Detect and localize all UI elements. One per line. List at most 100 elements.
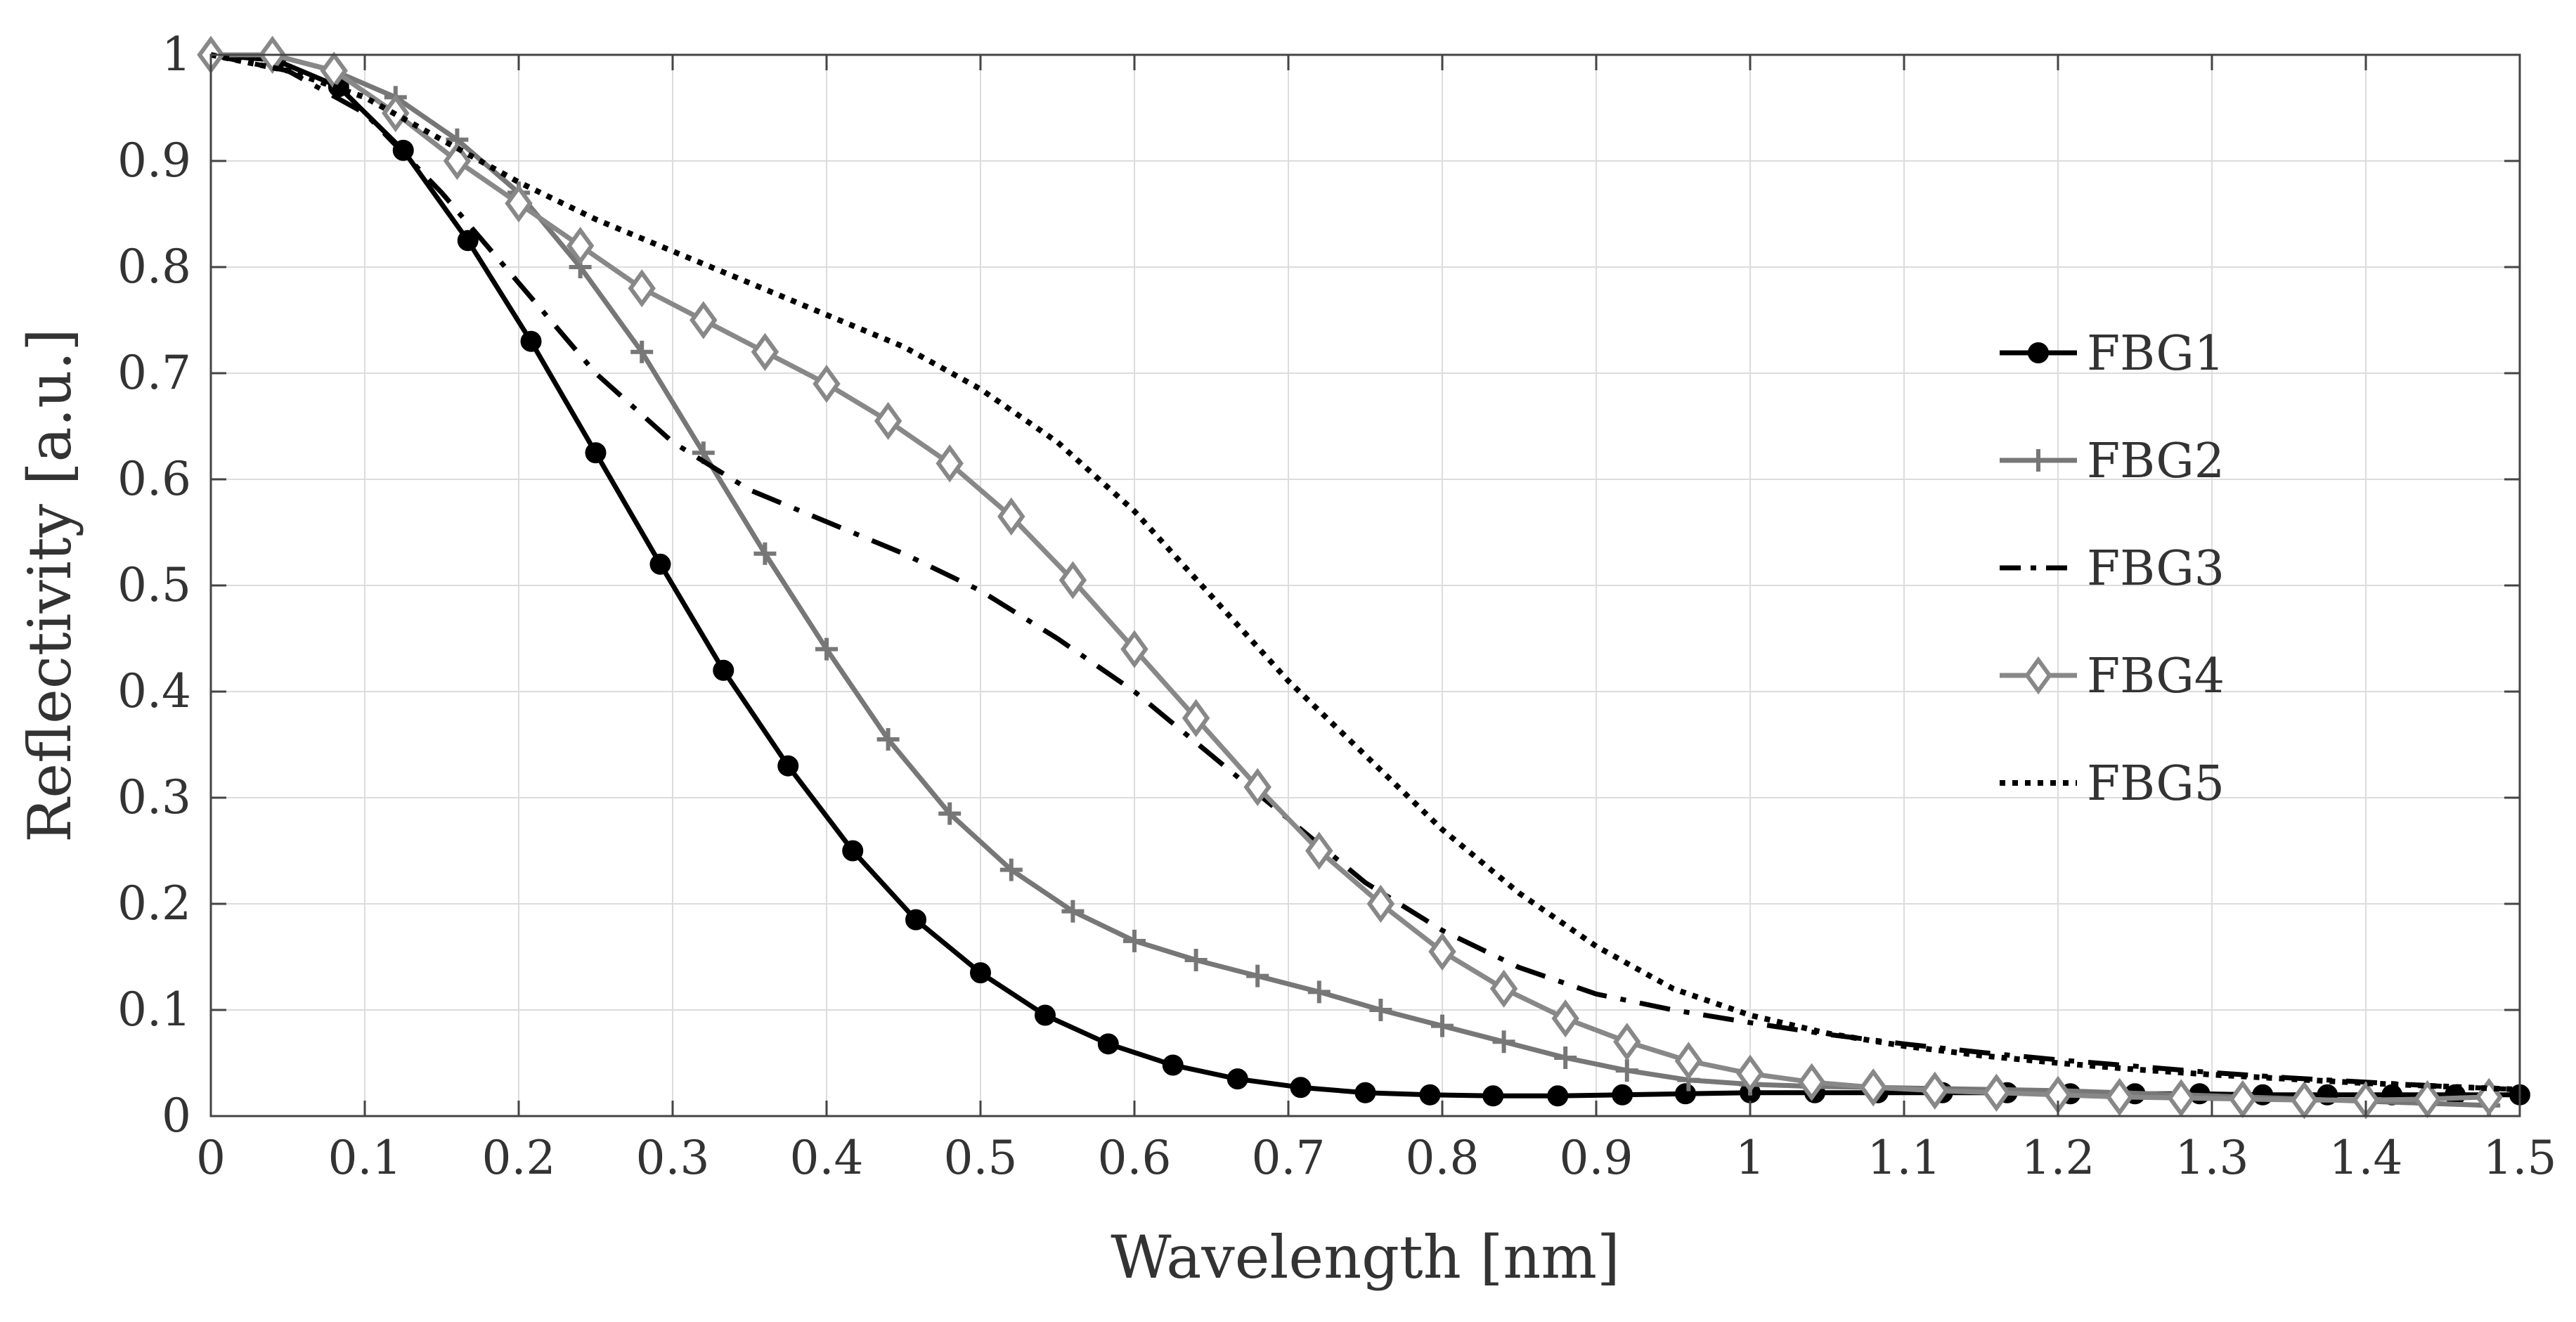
x-tick-label: 1.5 xyxy=(2483,1131,2557,1185)
data-point-fbg4 xyxy=(1305,831,1333,870)
x-tick-label: 0.8 xyxy=(1406,1131,1480,1185)
series-fbg3 xyxy=(210,52,2520,1092)
x-tick-label: 1.4 xyxy=(2329,1131,2403,1185)
data-point-fbg4 xyxy=(1489,969,1518,1008)
data-point-fbg2 xyxy=(1492,1030,1515,1054)
data-point-fbg4 xyxy=(1243,767,1271,807)
data-point-fbg1 xyxy=(1162,1054,1184,1076)
x-tick-label: 1.2 xyxy=(2021,1131,2095,1185)
data-point-fbg2 xyxy=(999,858,1023,881)
data-point-fbg2 xyxy=(1184,949,1208,972)
data-point-fbg4 xyxy=(505,184,533,223)
data-point-fbg4 xyxy=(874,401,902,441)
x-tick-label: 0.3 xyxy=(636,1131,710,1185)
legend-label-fbg4: FBG4 xyxy=(2087,649,2225,704)
data-point-fbg2 xyxy=(1615,1059,1638,1082)
data-point-fbg4 xyxy=(566,226,595,265)
data-point-fbg4 xyxy=(1059,561,1087,600)
x-tick-label: 0.5 xyxy=(944,1131,1018,1185)
legend-marker-fbg2 xyxy=(2027,449,2050,472)
data-point-fbg2 xyxy=(1246,964,1269,987)
data-point-fbg1 xyxy=(905,909,927,931)
data-point-fbg2 xyxy=(630,340,654,363)
data-point-fbg4 xyxy=(1982,1073,2011,1112)
x-tick-label: 0.2 xyxy=(482,1131,556,1185)
data-point-fbg1 xyxy=(842,840,864,862)
data-point-fbg4 xyxy=(1859,1068,1887,1107)
data-point-fbg2 xyxy=(1431,1014,1454,1037)
data-point-fbg4 xyxy=(813,364,841,403)
legend: FBG1 FBG2 FBG3 FBG4 FBG5 xyxy=(2000,326,2225,812)
data-point-fbg4 xyxy=(1366,884,1395,924)
x-tick-label: 0.7 xyxy=(1252,1131,1326,1185)
data-point-fbg4 xyxy=(1613,1023,1641,1061)
y-tick-label: 0 xyxy=(162,1089,191,1143)
data-point-fbg4 xyxy=(1736,1054,1764,1093)
data-point-fbg4 xyxy=(1182,699,1210,737)
legend-label-fbg2: FBG2 xyxy=(2087,434,2225,489)
data-point-fbg1 xyxy=(1354,1082,1376,1103)
data-point-fbg1 xyxy=(777,755,799,777)
x-tick-label: 1.3 xyxy=(2175,1131,2249,1185)
legend-item-fbg2: FBG2 xyxy=(2000,434,2225,489)
data-point-fbg2 xyxy=(1061,900,1085,923)
x-tick-label: 0.6 xyxy=(1098,1131,1172,1185)
data-point-fbg2 xyxy=(1123,929,1146,952)
legend-item-fbg1: FBG1 xyxy=(2000,326,2225,382)
data-point-fbg2 xyxy=(1307,980,1331,1004)
series-fbg5 xyxy=(210,52,2520,1093)
legend-label-fbg5: FBG5 xyxy=(2087,756,2225,812)
legend-item-fbg3: FBG3 xyxy=(2000,541,2225,597)
data-point-fbg1 xyxy=(1290,1077,1312,1099)
x-tick-label: 0.4 xyxy=(790,1131,864,1185)
axis-ticks: 0 0.1 0.2 0.3 0.4 0.5 0.6 0.7 0.8 0.9 1 1.1 1.2 1.3 1.… xyxy=(117,27,2556,1185)
data-point-fbg1 xyxy=(1547,1085,1569,1107)
y-axis-title: Reflectivity [a.u.] xyxy=(15,328,84,843)
x-tick-label: 1.1 xyxy=(1868,1131,1941,1185)
legend-marker-fbg1 xyxy=(2028,342,2049,363)
data-point-fbg4 xyxy=(2167,1079,2195,1117)
legend-item-fbg5: FBG5 xyxy=(2000,756,2225,812)
data-point-fbg1 xyxy=(1612,1084,1633,1106)
y-tick-label: 0.7 xyxy=(117,346,191,400)
series-line-fbg5 xyxy=(210,52,2520,1093)
data-point-fbg4 xyxy=(628,269,656,308)
series-fbg4 xyxy=(197,35,2503,1120)
y-tick-label: 0.2 xyxy=(117,876,191,931)
data-point-fbg2 xyxy=(1554,1046,1577,1069)
y-tick-label: 0.4 xyxy=(117,664,191,718)
x-tick-label: 1 xyxy=(1735,1131,1765,1185)
y-tick-label: 1 xyxy=(162,27,191,82)
data-point-fbg4 xyxy=(690,301,718,339)
data-point-fbg2 xyxy=(753,542,777,565)
data-point-fbg2 xyxy=(1369,999,1392,1021)
data-point-fbg4 xyxy=(997,497,1025,536)
data-point-fbg4 xyxy=(1674,1042,1703,1080)
data-point-fbg1 xyxy=(585,442,607,464)
data-point-fbg1 xyxy=(457,230,479,252)
series-group xyxy=(197,35,2530,1120)
data-point-fbg4 xyxy=(1120,630,1148,668)
y-tick-label: 0.9 xyxy=(117,134,191,188)
grid xyxy=(210,54,2520,1117)
data-point-fbg1 xyxy=(1226,1068,1248,1090)
data-point-fbg2 xyxy=(876,727,900,751)
y-tick-label: 0.6 xyxy=(117,452,191,506)
data-point-fbg4 xyxy=(2413,1080,2442,1118)
data-point-fbg4 xyxy=(936,444,964,483)
data-point-fbg4 xyxy=(443,141,472,181)
legend-label-fbg1: FBG1 xyxy=(2087,326,2225,382)
data-point-fbg1 xyxy=(970,962,991,984)
legend-label-fbg3: FBG3 xyxy=(2087,541,2225,597)
data-point-fbg1 xyxy=(520,330,542,352)
y-tick-label: 0.1 xyxy=(117,983,191,1037)
data-point-fbg1 xyxy=(1034,1004,1056,1026)
x-tick-label: 0.1 xyxy=(328,1131,402,1185)
data-point-fbg4 xyxy=(2105,1077,2134,1116)
data-point-fbg1 xyxy=(1675,1083,1697,1105)
y-tick-label: 0.8 xyxy=(117,240,191,294)
data-point-fbg2 xyxy=(938,802,962,825)
data-point-fbg1 xyxy=(649,553,671,575)
data-point-fbg4 xyxy=(1551,999,1579,1038)
y-tick-label: 0.5 xyxy=(117,558,191,612)
